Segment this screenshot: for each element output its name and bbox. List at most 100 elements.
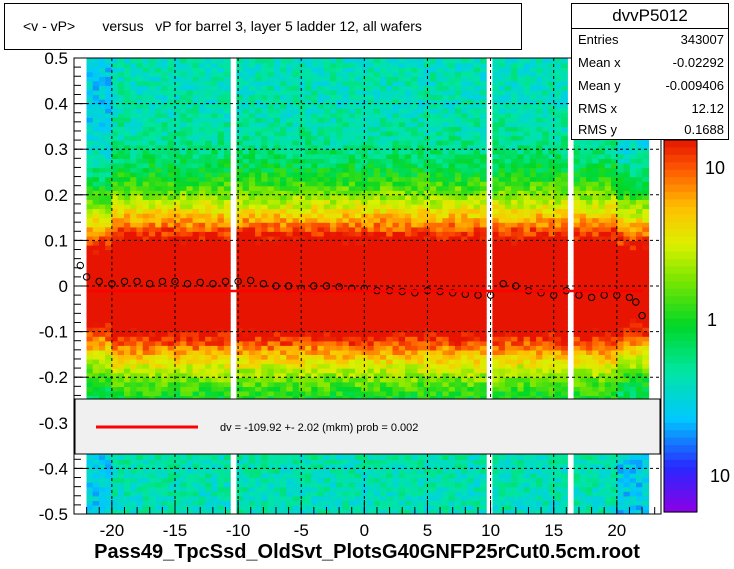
heatmap-cell (124, 226, 131, 232)
heatmap-cell (267, 203, 275, 210)
heatmap-cell (361, 276, 369, 283)
heatmap-cell (124, 67, 131, 73)
heatmap-cell (173, 176, 181, 182)
heatmap-cell (273, 144, 281, 150)
heatmap-cell (392, 308, 400, 314)
heatmap-cell (99, 131, 106, 137)
heatmap-cell (236, 222, 244, 228)
heatmap-cell (167, 468, 175, 474)
heatmap-cell (148, 349, 156, 355)
heatmap-cell (280, 103, 287, 109)
heatmap-cell (148, 331, 156, 337)
heatmap-cell (161, 299, 169, 305)
heatmap-cell (323, 222, 331, 228)
heatmap-cell (136, 185, 144, 191)
heatmap-cell (136, 112, 144, 118)
heatmap-cell (280, 135, 287, 141)
heatmap-cell (311, 491, 319, 497)
heatmap-cell (336, 208, 344, 214)
heatmap-cell (173, 67, 181, 73)
heatmap-cell (392, 281, 400, 287)
heatmap-cell (99, 286, 106, 292)
heatmap-cell (192, 176, 200, 182)
heatmap-cell (105, 121, 112, 127)
heatmap-cell (173, 267, 181, 273)
heatmap-cell (298, 245, 306, 251)
heatmap-cell (155, 121, 162, 127)
heatmap-cell (180, 231, 187, 237)
heatmap-cell (367, 108, 375, 114)
heatmap-cell (242, 491, 250, 497)
heatmap-cell (386, 172, 393, 178)
heatmap-cell (99, 217, 106, 223)
heatmap-cell (205, 158, 212, 164)
heatmap-cell (323, 482, 331, 488)
heatmap-cell (173, 71, 181, 77)
heatmap-cell (298, 67, 306, 73)
heatmap-cell (186, 135, 194, 141)
heatmap-cell (348, 249, 356, 255)
heatmap-cell (198, 67, 206, 73)
heatmap-cell (323, 377, 331, 383)
heatmap-cell (317, 327, 325, 333)
heatmap-cell (198, 181, 206, 187)
heatmap-cell (298, 149, 306, 155)
heatmap-cell (292, 276, 300, 283)
heatmap-cell (180, 459, 187, 465)
heatmap-cell (217, 162, 225, 169)
heatmap-cell (111, 249, 119, 255)
heatmap-cell (292, 267, 300, 273)
heatmap-cell (148, 377, 156, 383)
heatmap-cell (124, 304, 131, 310)
heatmap-cell (217, 272, 225, 278)
heatmap-cell (311, 368, 319, 374)
heatmap-cell (92, 463, 100, 469)
heatmap-cell (142, 176, 150, 182)
heatmap-cell (167, 245, 175, 251)
heatmap-cell (130, 76, 137, 82)
heatmap-cell (317, 491, 325, 497)
heatmap-cell (167, 372, 175, 378)
heatmap-cell (161, 240, 169, 246)
heatmap-cell (248, 482, 256, 488)
heatmap-cell (92, 304, 100, 310)
heatmap-cell (317, 495, 325, 501)
heatmap-cell (198, 354, 206, 360)
heatmap-cell (161, 254, 169, 260)
heatmap-cell (161, 144, 169, 150)
heatmap-cell (342, 121, 350, 127)
heatmap-cell (355, 295, 362, 301)
heatmap-cell (205, 80, 212, 86)
heatmap-cell (367, 153, 375, 159)
heatmap-cell (211, 249, 219, 255)
heatmap-cell (99, 181, 106, 187)
heatmap-cell (255, 473, 262, 479)
heatmap-cell (142, 491, 150, 497)
heatmap-cell (392, 76, 400, 82)
heatmap-cell (348, 222, 356, 228)
heatmap-cell (173, 308, 181, 314)
heatmap-cell (280, 80, 287, 86)
heatmap-cell (373, 131, 381, 137)
heatmap-cell (305, 76, 312, 82)
heatmap-cell (330, 509, 337, 514)
heatmap-cell (92, 240, 100, 246)
heatmap-cell (155, 80, 162, 86)
heatmap-cell (180, 140, 187, 146)
heatmap-cell (355, 58, 362, 64)
heatmap-cell (386, 454, 393, 460)
heatmap-cell (255, 131, 262, 137)
heatmap-cell (317, 317, 325, 324)
heatmap-cell (180, 203, 187, 210)
heatmap-cell (86, 286, 94, 292)
heatmap-cell (198, 454, 206, 460)
heatmap-cell (186, 345, 194, 351)
heatmap-cell (273, 463, 281, 469)
heatmap-cell (167, 194, 175, 200)
heatmap-cell (367, 363, 375, 369)
heatmap-cell (205, 308, 212, 314)
heatmap-cell (348, 153, 356, 159)
heatmap-cell (130, 112, 137, 118)
heatmap-cell (367, 208, 375, 214)
heatmap-cell (124, 486, 131, 492)
